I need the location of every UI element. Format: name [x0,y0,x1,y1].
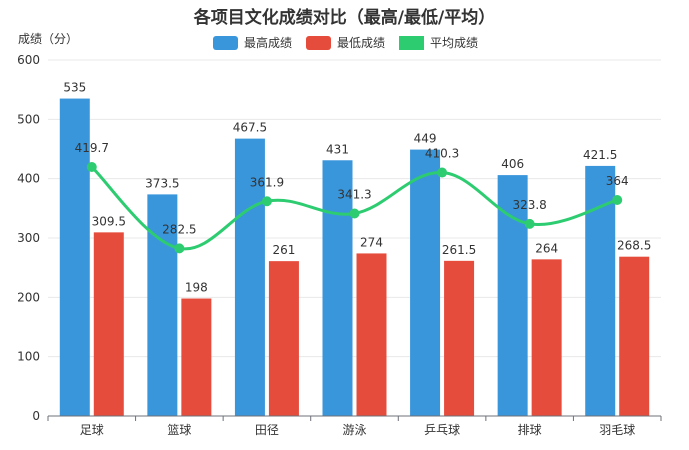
bar [181,298,212,416]
bar [619,256,650,416]
data-label: 467.5 [233,121,267,135]
data-label: 198 [185,281,208,295]
data-label: 282.5 [162,222,196,236]
legend-item-max[interactable]: 最高成绩 [213,34,292,51]
x-tick-label: 游泳 [342,423,366,437]
data-label: 309.5 [92,214,126,228]
data-label: 323.8 [512,198,546,212]
x-tick-label: 乒乓球 [424,423,460,437]
data-label: 410.3 [425,147,459,161]
line-series [86,161,623,254]
average-point [261,196,272,207]
bar [93,232,124,416]
bar [531,259,562,416]
legend: 最高成绩 最低成绩 平均成绩 [213,34,492,51]
x-tick-label: 排球 [518,423,542,437]
legend-label-avg: 平均成绩 [430,36,479,50]
legend-label-max: 最高成绩 [244,36,293,50]
y-tick-label: 300 [17,231,40,245]
average-point [524,218,535,229]
bar [59,98,90,417]
data-label: 364 [606,174,629,188]
y-tick-label: 200 [17,290,40,304]
legend-swatch-min [306,35,332,50]
average-point [174,243,185,254]
y-tick-label: 0 [32,409,40,423]
average-point [86,161,97,172]
bar [497,175,528,416]
x-tick-label: 足球 [80,423,104,437]
bar [322,160,353,416]
average-point [612,195,623,206]
bar [268,261,299,416]
data-label: 373.5 [145,176,179,190]
data-label: 535 [63,81,86,95]
x-tick-label: 田径 [255,423,279,437]
legend-label-min: 最低成绩 [337,36,386,50]
data-label: 361.9 [250,175,284,189]
average-point [349,208,360,219]
bar [234,138,265,416]
legend-item-min[interactable]: 最低成绩 [306,34,385,51]
bar [356,253,387,416]
data-label: 406 [501,157,524,171]
axes: 0 100 200 300 400 500 600 足球 篮球 田径 游泳 乒乓球 排球 羽毛球 [17,53,662,437]
bar-series [59,98,650,417]
y-axis-label: 成绩（分） [18,32,79,46]
data-label: 419.7 [75,141,109,155]
data-label: 341.3 [337,187,371,201]
y-tick-label: 600 [17,53,40,67]
x-tick-label: 羽毛球 [599,423,635,437]
data-label: 449 [414,132,437,146]
data-labels: 535 373.5 467.5 431 449 406 421.5 309.5 198 261 27… [63,81,651,295]
data-label: 421.5 [583,148,617,162]
grid-lines [48,59,661,358]
data-label: 268.5 [617,239,651,253]
bar [444,260,475,416]
x-tick-label: 篮球 [167,422,191,437]
data-label: 274 [360,235,383,249]
y-tick-label: 400 [17,172,40,186]
data-label: 261 [272,243,295,257]
chart-title: 各项目文化成绩对比（最高/最低/平均） [193,8,496,28]
legend-item-avg[interactable]: 平均成绩 [399,34,478,51]
y-tick-label: 500 [17,112,40,126]
data-label: 264 [535,241,558,255]
legend-swatch-avg [399,35,425,50]
y-tick-label: 100 [17,350,40,364]
average-point [437,167,448,178]
legend-swatch-max [213,35,238,50]
data-label: 261.5 [442,243,476,257]
data-label: 431 [326,142,349,156]
bar [410,149,441,417]
